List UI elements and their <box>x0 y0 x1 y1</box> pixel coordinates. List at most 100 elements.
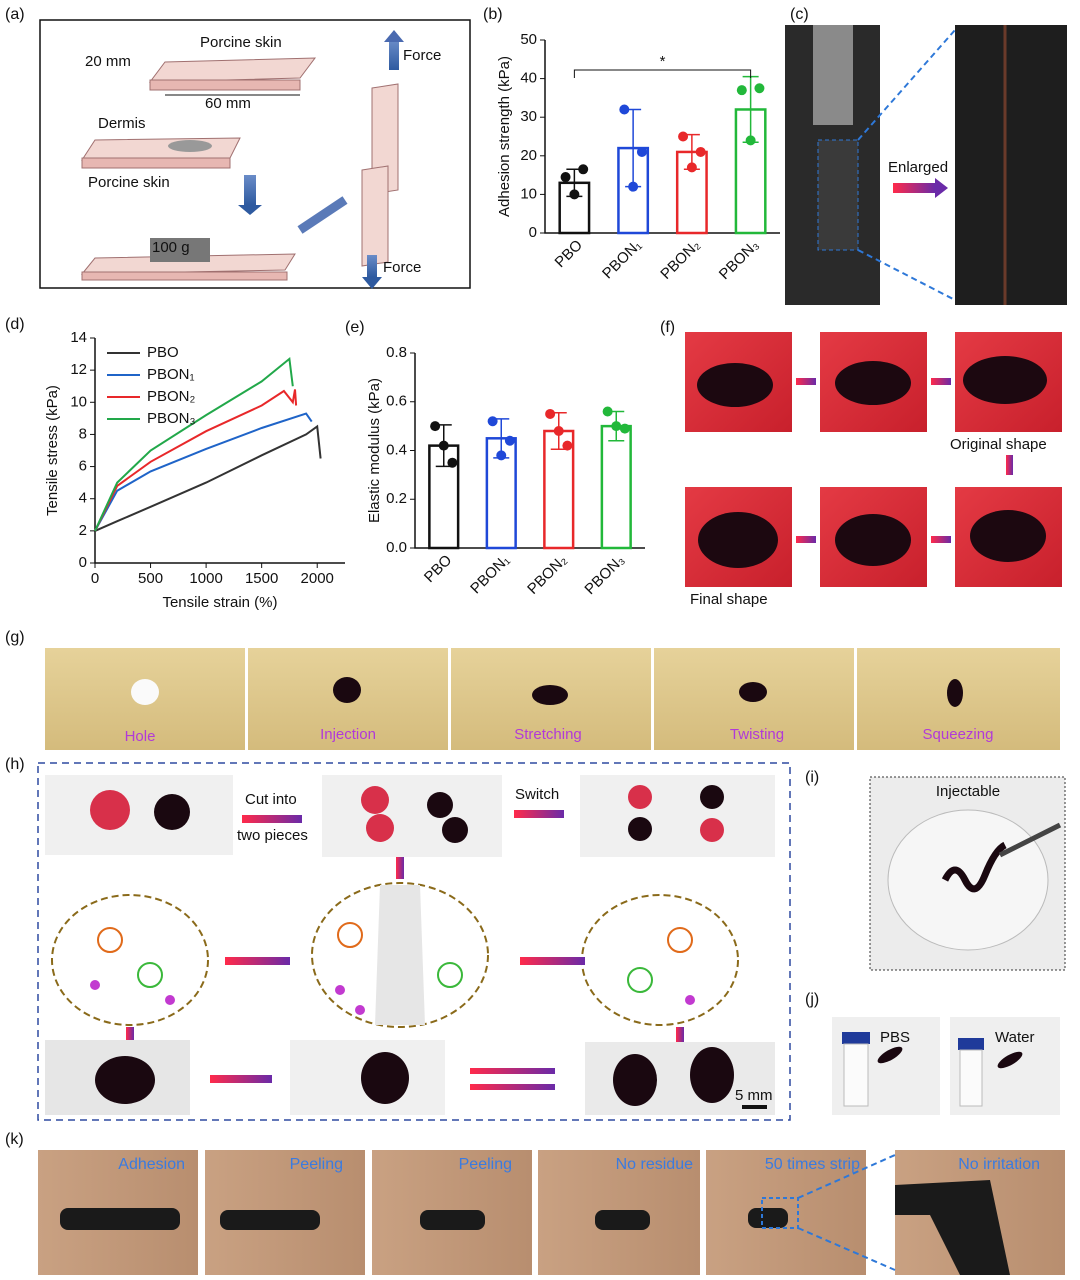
gel <box>947 679 963 707</box>
line-series <box>94 424 322 532</box>
gel <box>700 785 724 809</box>
panel-label: (f) <box>660 319 675 336</box>
schematic <box>581 894 739 1026</box>
data-point <box>695 146 706 157</box>
equal-sign <box>470 1084 555 1090</box>
arrow <box>210 1075 272 1083</box>
data-point <box>602 406 613 417</box>
skin-slab <box>80 253 296 275</box>
caption: 50 times strip <box>765 1156 860 1173</box>
line-series <box>94 412 313 532</box>
caption: Adhesion <box>118 1156 185 1173</box>
panel-label: (b) <box>483 6 503 23</box>
hole <box>131 679 159 705</box>
arrow <box>796 536 816 543</box>
ring <box>97 927 123 953</box>
arrow <box>514 810 564 818</box>
schematic-cut <box>375 885 425 1025</box>
data-point <box>438 440 449 451</box>
gel <box>877 1046 903 1064</box>
gel <box>95 1056 155 1104</box>
data-point <box>562 440 573 451</box>
x-tick-label: PBON₃ <box>716 237 762 283</box>
data-point <box>611 421 622 432</box>
schematic <box>51 894 209 1026</box>
panel-frame <box>37 762 791 1121</box>
x-tick-label: PBON₂ <box>657 236 703 282</box>
legend-label: PBO <box>147 344 179 361</box>
y-tick-label: 0.0 <box>386 539 407 556</box>
data-point <box>560 172 571 183</box>
data-point <box>496 450 507 461</box>
y-tick-label: 0.6 <box>386 393 407 410</box>
gel <box>220 1210 320 1230</box>
gel <box>442 817 468 843</box>
weight <box>150 238 210 262</box>
y-tick-label: 0.4 <box>386 441 407 458</box>
arrow <box>225 957 290 965</box>
y-tick-label: 10 <box>520 185 537 202</box>
gel <box>700 818 724 842</box>
gel <box>895 1180 1010 1275</box>
data-point <box>686 162 697 173</box>
caption: Stretching <box>514 726 582 743</box>
legend-label: PBON₁ <box>147 366 195 383</box>
label: Switch <box>515 786 559 803</box>
arrow <box>935 178 948 198</box>
caption: Injection <box>320 726 376 743</box>
arrow <box>126 1027 134 1045</box>
photo <box>955 25 1067 305</box>
panel-label: (i) <box>805 769 819 786</box>
label: Force <box>403 47 441 64</box>
panel-h: Cut into two pieces Switch <box>37 762 791 1121</box>
gel <box>420 1210 485 1230</box>
panel-label: (h) <box>5 756 25 773</box>
gel <box>835 514 911 566</box>
panel-g: Hole Injection Stretching Twisting Squee… <box>45 648 1060 750</box>
y-tick-label: 0 <box>529 224 537 241</box>
gel <box>628 785 652 809</box>
y-tick-label: 40 <box>520 70 537 87</box>
y-tick-label: 0.8 <box>386 344 407 361</box>
arrow <box>389 40 399 70</box>
caption: Peeling <box>459 1156 512 1173</box>
panel-label: (g) <box>5 629 25 646</box>
label: Porcine skin <box>200 34 282 51</box>
caption: Twisting <box>730 726 784 743</box>
arrow <box>796 378 816 385</box>
data-point <box>430 421 441 432</box>
arrow <box>367 255 377 277</box>
x-tick-label: PBO <box>552 237 586 271</box>
scale-label: 5 mm <box>735 1087 773 1104</box>
vial <box>959 1049 983 1107</box>
y-tick-label: 12 <box>70 361 87 378</box>
y-tick-label: 0 <box>79 554 87 571</box>
equal-sign <box>470 1068 555 1074</box>
arrow <box>520 957 585 965</box>
data-point <box>545 408 556 419</box>
gel <box>613 1054 657 1106</box>
arrow <box>931 378 951 385</box>
panel-label: (e) <box>345 319 365 336</box>
y-tick-label: 10 <box>70 393 87 410</box>
label: 20 mm <box>85 53 131 70</box>
data-point <box>447 457 458 468</box>
ring <box>667 927 693 953</box>
y-tick-label: 20 <box>520 147 537 164</box>
data-point <box>619 104 630 115</box>
panel-f: Original shape Final shape <box>685 332 1062 608</box>
label: Porcine skin <box>88 174 170 191</box>
arrow <box>297 196 348 234</box>
panel-label: (a) <box>5 6 25 23</box>
x-tick-label: PBON₃ <box>581 552 627 598</box>
gel <box>154 794 190 830</box>
gel <box>60 1208 180 1230</box>
gel <box>963 356 1047 404</box>
y-tick-label: 14 <box>70 329 87 346</box>
y-axis-label: Elastic modulus (kPa) <box>366 378 383 523</box>
gel <box>941 841 1007 893</box>
gel <box>997 1051 1023 1069</box>
gel <box>90 790 130 830</box>
bar <box>600 424 632 550</box>
data-point <box>754 83 765 94</box>
